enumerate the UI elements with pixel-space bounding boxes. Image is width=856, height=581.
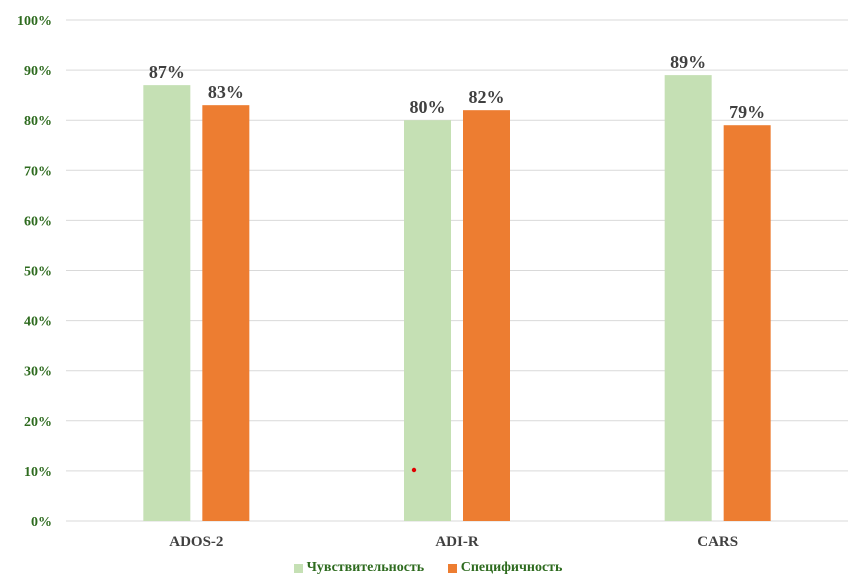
data-label: 82% bbox=[469, 87, 505, 107]
bar-ados-2-1 bbox=[202, 105, 249, 521]
bar-cars-1 bbox=[724, 125, 771, 521]
y-tick-label: 20% bbox=[24, 415, 52, 430]
x-axis-category-labels: ADOS-2 ADI-R CARS bbox=[169, 534, 738, 550]
data-label: 80% bbox=[410, 97, 446, 117]
y-tick-label: 50% bbox=[24, 265, 52, 280]
y-tick-label: 80% bbox=[24, 114, 52, 129]
category-label: ADI-R bbox=[435, 534, 478, 550]
y-axis-tick-labels: 0% 10% 20% 30% 40% 50% 60% 70% 80% 90% 100% bbox=[17, 14, 52, 530]
data-label: 87% bbox=[149, 62, 185, 82]
legend-item-specificity: Специфичность bbox=[448, 560, 563, 576]
bar-ados-2-0 bbox=[143, 85, 190, 521]
bar-adi-r-1 bbox=[463, 110, 510, 521]
category-label: CARS bbox=[697, 534, 738, 550]
data-label: 89% bbox=[670, 52, 706, 72]
y-tick-label: 0% bbox=[31, 515, 52, 530]
y-tick-label: 30% bbox=[24, 365, 52, 380]
y-tick-label: 100% bbox=[17, 14, 52, 29]
y-tick-label: 10% bbox=[24, 465, 52, 480]
data-label: 83% bbox=[208, 82, 244, 102]
legend: Чувствительность Специфичность bbox=[0, 560, 856, 578]
y-tick-label: 70% bbox=[24, 164, 52, 179]
legend-item-sensitivity: Чувствительность bbox=[294, 560, 425, 576]
bar-adi-r-0 bbox=[404, 120, 451, 521]
y-tick-label: 40% bbox=[24, 315, 52, 330]
legend-swatch-sensitivity bbox=[294, 564, 303, 573]
category-label: ADOS-2 bbox=[169, 534, 223, 550]
y-tick-label: 60% bbox=[24, 214, 52, 229]
bars bbox=[143, 75, 770, 521]
legend-label-specificity: Специфичность bbox=[461, 560, 563, 576]
legend-swatch-specificity bbox=[448, 564, 457, 573]
bar-cars-0 bbox=[665, 75, 712, 521]
annotation-dot bbox=[412, 468, 416, 472]
legend-label-sensitivity: Чувствительность bbox=[307, 560, 425, 576]
y-tick-label: 90% bbox=[24, 64, 52, 79]
data-label: 79% bbox=[729, 102, 765, 122]
